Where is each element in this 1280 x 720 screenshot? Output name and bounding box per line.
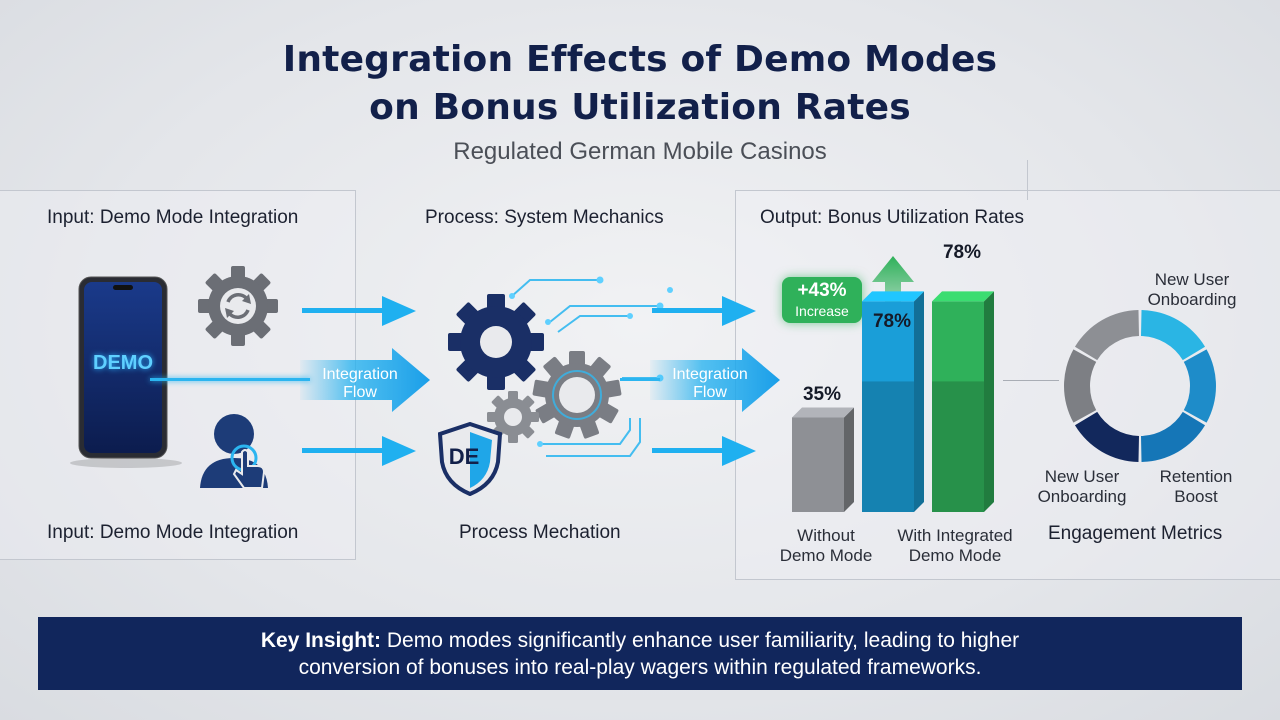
segment-line-2: Onboarding (1147, 290, 1237, 309)
segment-line-1: New User (1154, 270, 1230, 289)
shield-icon (438, 422, 502, 496)
category-line-1: Without (797, 526, 855, 545)
engagement-title: Engagement Metrics (1048, 523, 1223, 544)
integration-flow-arrow (650, 348, 780, 412)
donut-connector (1003, 380, 1059, 381)
integration-flow-arrow (300, 348, 430, 412)
category-line-1: With Integrated (897, 526, 1013, 545)
bar-3 (932, 291, 994, 512)
page-subtitle: Regulated German Mobile Casinos (453, 138, 827, 165)
divider-line (1027, 160, 1028, 200)
segment-line-1: Retention (1159, 467, 1233, 486)
flow-label-line-1: Integration (322, 366, 398, 383)
input-panel (0, 190, 356, 560)
segment-line-2: Onboarding (1037, 487, 1127, 506)
phone-connector (150, 378, 310, 381)
process-bottom-label: Process Mechation (459, 522, 621, 543)
sync-gear-icon (198, 266, 278, 346)
phone-screen-text: DEMO (93, 352, 153, 374)
user-touch-icon (200, 414, 268, 489)
process-top-label: Process: System Mechanics (425, 207, 664, 228)
phone-demo: DEMO (78, 276, 168, 459)
gear-icon (448, 294, 544, 390)
donut-segment-label: New User Onboarding (1020, 467, 1144, 507)
category-line-2: Demo Mode (908, 546, 1002, 565)
integration-flow-label: Integration Flow (655, 366, 765, 402)
gear-icon (487, 391, 539, 443)
bar-1 (792, 407, 854, 512)
segment-line-2: Boost (1174, 487, 1218, 506)
segment-line-1: New User (1044, 467, 1120, 486)
title-line-1: Integration Effects of Demo Modes (282, 39, 998, 80)
donut-segment (1183, 349, 1216, 423)
donut-segment (1074, 411, 1139, 462)
insight-text-2: conversion of bonuses into real-play wag… (298, 656, 982, 679)
flow-label-line-2: Flow (343, 384, 377, 401)
bar-category-label: Without Demo Mode (762, 526, 890, 566)
donut-segment (1064, 349, 1097, 423)
input-bottom-label: Input: Demo Mode Integration (47, 522, 299, 543)
circuit-traces (509, 276, 673, 457)
donut-segment (1074, 310, 1139, 361)
insight-line-1: Key Insight: Demo modes significantly en… (38, 627, 1242, 654)
bar-category-label: With Integrated Demo Mode (886, 526, 1024, 566)
increase-badge: +43% Increase (782, 277, 862, 323)
insight-lead: Key Insight: (260, 629, 382, 652)
bar-value-label: 78% (872, 311, 912, 332)
output-panel (735, 190, 1280, 580)
bar-value-label: 35% (802, 384, 842, 405)
gear-icon (532, 351, 622, 439)
title-line-2: on Bonus Utilization Rates (369, 87, 911, 128)
arrow-right-icon (652, 436, 756, 466)
badge-text: Increase (795, 303, 849, 319)
donut-segment (1141, 411, 1206, 462)
donut-segment-label: New User Onboarding (1130, 270, 1254, 310)
phone-shadow (70, 458, 182, 468)
arrow-right-icon (302, 436, 416, 466)
input-top-label: Input: Demo Mode Integration (47, 207, 299, 228)
output-top-label: Output: Bonus Utilization Rates (760, 207, 1025, 228)
bar-value-label: 78% (942, 242, 982, 263)
engagement-donut (1064, 310, 1216, 462)
insight-text-1: Demo modes significantly enhance user fa… (381, 629, 1020, 652)
arrow-right-icon (302, 296, 416, 326)
donut-segment (1141, 310, 1206, 361)
flow-label-line-1: Integration (672, 366, 748, 383)
arrow-right-icon (652, 296, 756, 326)
donut-segment-label: Retention Boost (1140, 467, 1252, 507)
badge-percent: +43% (797, 280, 847, 301)
flow-label-line-2: Flow (693, 384, 727, 401)
shield-text: DE (448, 444, 480, 469)
bar-2 (862, 291, 924, 512)
flow-connector (620, 378, 660, 381)
key-insight-banner: Key Insight: Demo modes significantly en… (38, 617, 1242, 690)
page-title: Integration Effects of Demo Modes on Bon… (0, 36, 1280, 132)
category-line-2: Demo Mode (779, 546, 873, 565)
integration-flow-label: Integration Flow (305, 366, 415, 402)
bar-chart (792, 291, 994, 512)
